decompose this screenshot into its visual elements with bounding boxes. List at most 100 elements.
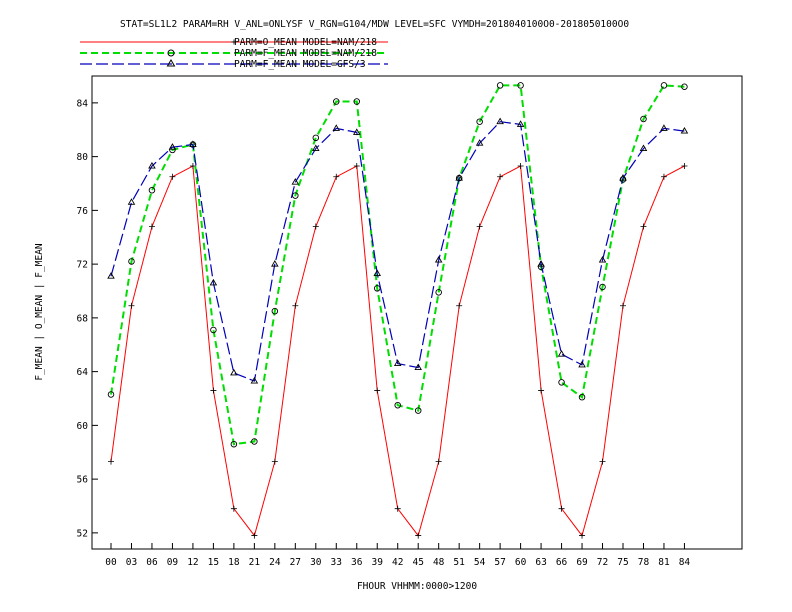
data-point [455,174,463,181]
data-point [660,124,668,131]
x-tick-label: 72 [597,557,608,568]
x-tick-label: 18 [228,557,240,568]
x-tick-label: 30 [310,557,322,568]
data-point [475,139,484,146]
data-point [558,379,565,386]
data-point [640,223,647,230]
data-point [598,255,607,263]
data-point [660,82,668,89]
data-point [476,118,483,125]
x-tick-label: 15 [208,557,219,568]
series-2 [107,117,689,384]
data-point [517,163,524,170]
x-tick-label: 21 [249,557,261,568]
y-tick-label: 84 [77,98,89,109]
y-tick-label: 64 [77,367,89,378]
data-point [496,82,504,89]
data-point [497,173,504,180]
data-point [251,532,258,539]
data-point [250,376,259,384]
plot-area [91,75,743,550]
legend: + PARM=O_MEAN MODEL=NAM/218 PARM=F_MEAN … [80,37,388,70]
data-point [271,260,279,267]
y-axis: 52 56 60 64 68 72 76 80 84 [77,98,98,539]
data-point [681,83,688,90]
x-tick-label: 54 [474,557,486,568]
x-tick-label: 39 [372,557,384,568]
data-point [333,173,340,180]
data-point [148,161,156,169]
data-point [353,98,361,105]
data-point [578,393,586,401]
x-tick-label: 63 [535,557,546,568]
data-point [292,302,299,309]
legend-label-f-mean-gfs: PARM=F_MEAN MODEL=GFS/3 [234,59,366,70]
series-1 [107,82,688,448]
data-point [230,505,237,512]
x-tick-label: 78 [638,557,650,568]
legend-label-f-mean-nam: PARM=F_MEAN MODEL=NAM/218 [234,48,377,59]
x-axis: 00 03 06 09 12 15 18 21 24 27 30 33 36 39 42 45 48 51 54 57… [105,543,690,568]
x-tick-label: 12 [187,557,198,568]
data-point [210,387,217,394]
x-tick-label: 66 [556,557,568,568]
data-point [291,178,300,185]
data-point [128,302,135,309]
data-point [230,368,238,376]
data-point [107,272,115,279]
data-point [557,350,566,357]
series-line [110,165,685,537]
y-tick-label: 68 [77,313,89,324]
data-point [374,387,381,394]
data-point [251,438,258,445]
x-tick-label: 00 [105,557,117,568]
chart-title: STAT=SL1L2 PARAM=RH V_ANL=ONLYSF V_RGN=G… [120,19,629,30]
data-point [476,223,483,230]
data-point [578,360,586,368]
data-point [558,505,565,512]
data-point [169,173,176,180]
data-point [168,143,177,150]
series-0 [108,163,688,539]
data-point [353,163,360,170]
legend-circle-marker [167,49,175,57]
x-tick-label: 03 [126,557,137,568]
x-tick-label: 36 [351,557,363,568]
x-tick-label: 27 [290,557,301,568]
x-tick-label: 42 [392,557,403,568]
data-point [271,307,279,315]
y-axis-label: F_MEAN | O_MEAN | F_MEAN [34,243,45,381]
x-tick-label: 75 [617,557,628,568]
x-tick-label: 48 [433,557,445,568]
data-point [516,120,525,127]
data-point [312,144,320,152]
y-tick-label: 80 [77,152,89,163]
y-tick-label: 52 [77,528,88,539]
x-tick-label: 24 [269,557,281,568]
data-point [639,144,648,152]
data-point [189,140,197,147]
y-tick-label: 76 [77,206,89,217]
legend-triangle-marker [166,59,176,67]
data-point [496,117,504,125]
data-point [210,326,217,334]
data-point [189,163,196,170]
series-line [110,84,685,446]
y-tick-label: 56 [77,475,89,486]
data-point [312,223,319,230]
data-point [435,289,442,296]
x-axis-label: FHOUR VHHMM:0000>1200 [357,581,477,592]
data-point [620,302,626,309]
data-point [373,269,382,276]
data-point [148,186,156,194]
data-point [127,198,136,205]
x-tick-label: 09 [167,557,179,568]
data-point [599,283,606,291]
x-tick-label: 45 [412,557,423,568]
data-point [599,458,606,465]
data-point [271,458,278,465]
data-point [332,124,341,131]
data-point [148,223,155,230]
legend-plus-marker: + [231,37,237,48]
